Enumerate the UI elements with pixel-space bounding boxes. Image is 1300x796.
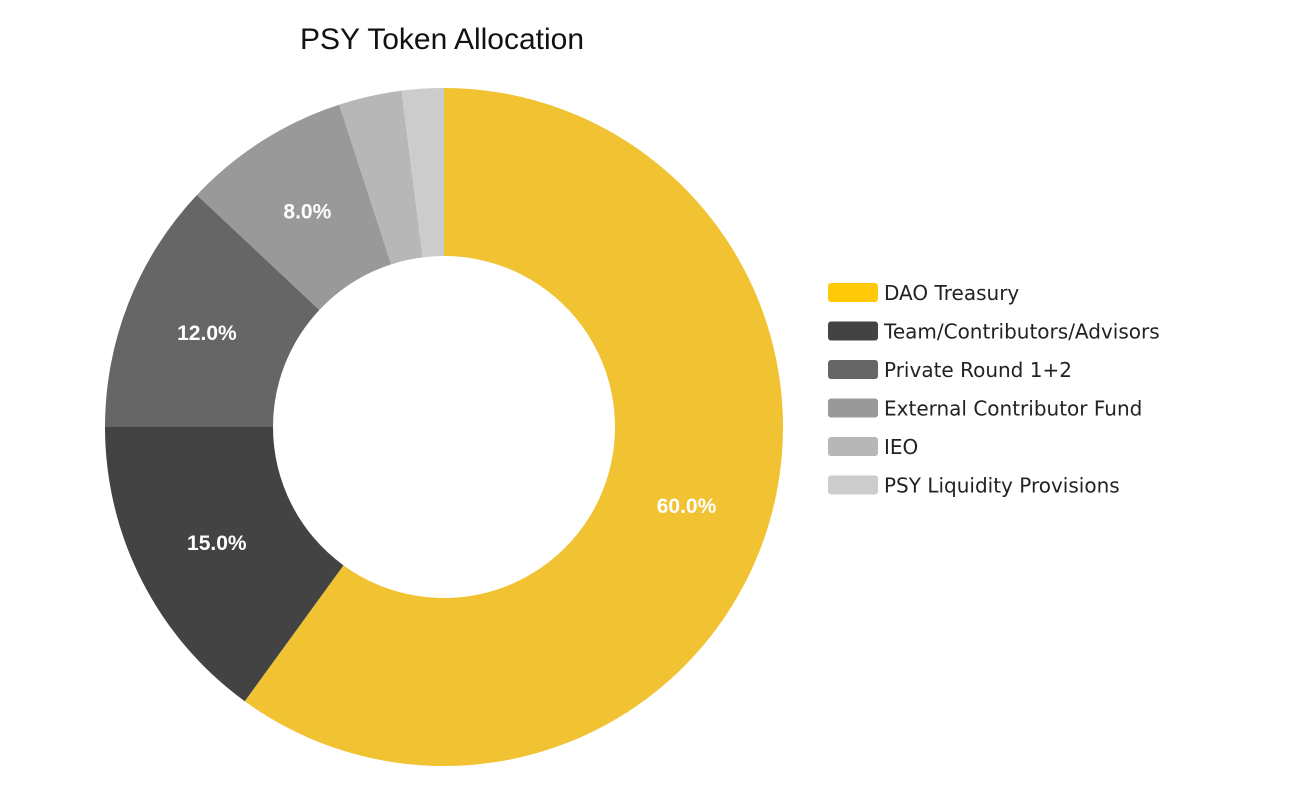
slice-label-0: 60.0% [657, 495, 717, 518]
legend-item-2: Private Round 1+2 [828, 358, 1072, 382]
slice-3 [196, 104, 392, 310]
slice-label-3: 8.0% [283, 201, 331, 224]
slice-labels: 60.0% 15.0% 12.0% 8.0% [177, 201, 716, 555]
legend-swatch-3 [828, 398, 878, 418]
legend-item-0: DAO Treasury [828, 281, 1019, 305]
slice-0 [244, 88, 784, 766]
legend-swatch-0 [828, 283, 878, 302]
legend-label-2: Private Round 1+2 [884, 358, 1072, 382]
legend-label-5: PSY Liquidity Provisions [884, 474, 1120, 498]
legend-label-3: External Contributor Fund [884, 397, 1142, 421]
slice-5 [401, 88, 444, 258]
legend-swatch-5 [828, 475, 878, 495]
slice-2 [105, 194, 320, 427]
slice-label-1: 15.0% [187, 532, 247, 555]
chart-title: PSY Token Allocation [300, 23, 584, 56]
slice-1 [105, 427, 344, 702]
donut-slices [105, 88, 784, 766]
legend-swatch-2 [828, 360, 878, 379]
slice-4 [339, 90, 423, 265]
legend-label-4: IEO [884, 435, 918, 459]
legend-label-0: DAO Treasury [884, 281, 1019, 305]
slice-label-2: 12.0% [177, 322, 237, 345]
legend-swatch-1 [828, 321, 878, 341]
legend-swatch-4 [828, 437, 878, 456]
legend-item-4: IEO [828, 435, 918, 459]
legend-label-1: Team/Contributors/Advisors [883, 320, 1160, 344]
legend: DAO Treasury Team/Contributors/Advisors Pr… [828, 281, 1160, 498]
legend-item-3: External Contributor Fund [828, 397, 1142, 421]
legend-item-1: Team/Contributors/Advisors [828, 320, 1160, 344]
legend-item-5: PSY Liquidity Provisions [828, 474, 1120, 498]
